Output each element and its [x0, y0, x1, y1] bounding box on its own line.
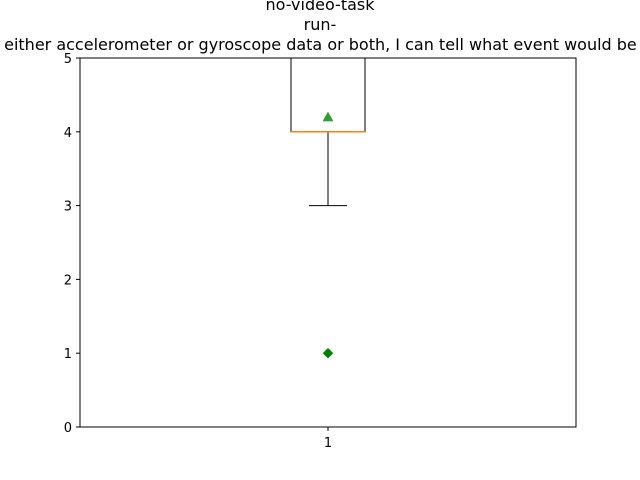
x-tick-label: 1: [324, 436, 332, 451]
box-marks: [290, 57, 366, 359]
mean-marker: [322, 111, 334, 122]
outlier-point: [322, 347, 334, 359]
y-tick-label: 3: [64, 200, 72, 215]
title-line: no-video-task: [265, 0, 375, 14]
y-tick-label: 1: [64, 347, 72, 362]
y-tick-label: 0: [64, 421, 72, 436]
y-tick-label: 2: [64, 273, 72, 288]
title-line: run-: [304, 15, 337, 34]
title-line: With either accelerometer or gyroscope d…: [0, 35, 640, 54]
y-axis: 0 1 2 3 4 5: [64, 52, 80, 436]
x-axis: 1: [324, 427, 332, 451]
y-tick-label: 5: [64, 52, 72, 67]
y-tick-label: 4: [64, 126, 72, 141]
